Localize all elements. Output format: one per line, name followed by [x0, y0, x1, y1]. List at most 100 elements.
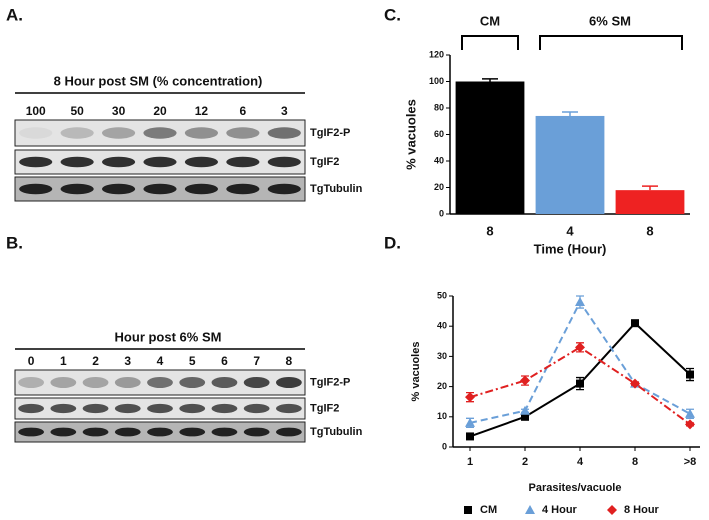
band [114, 427, 141, 437]
band [60, 183, 94, 195]
band [143, 127, 177, 139]
y-tick-label: 120 [429, 49, 444, 59]
row-label: TgIF2-P [310, 376, 350, 388]
band [114, 403, 141, 414]
row-label: TgTubulin [310, 183, 363, 195]
band [19, 156, 53, 168]
band [179, 403, 206, 414]
band [211, 427, 238, 437]
band [276, 377, 302, 388]
annotation: 6% SM [589, 13, 631, 28]
y-tick-label: 10 [437, 411, 447, 421]
lane-label: 7 [253, 354, 260, 368]
band [143, 183, 177, 195]
marker [520, 375, 530, 386]
marker [465, 392, 475, 403]
band [243, 427, 270, 437]
marker [576, 379, 584, 388]
band [179, 377, 206, 388]
x-tick-label: 8 [632, 456, 638, 468]
band [147, 427, 173, 437]
y-tick-label: 60 [434, 129, 444, 139]
band [179, 427, 206, 437]
bar [535, 115, 605, 214]
lane-label: 20 [153, 104, 167, 118]
panel-label: D. [384, 233, 401, 252]
lane-label: 2 [92, 354, 99, 368]
y-tick-label: 0 [442, 441, 447, 451]
y-tick-label: 20 [434, 182, 444, 192]
row-label: TgIF2 [310, 156, 339, 168]
marker [607, 505, 617, 515]
y-tick-label: 30 [437, 351, 447, 361]
band [102, 183, 136, 195]
marker [630, 378, 640, 389]
band [226, 156, 260, 168]
legend-label: CM [480, 504, 497, 516]
band [243, 377, 270, 388]
marker [686, 370, 694, 379]
band [267, 183, 301, 195]
band [82, 427, 109, 437]
blot-title: Hour post 6% SM [115, 329, 222, 344]
band [18, 377, 44, 388]
band [211, 377, 238, 388]
lane-label: 100 [26, 104, 46, 118]
lane-label: 8 [286, 354, 293, 368]
blot-title: 8 Hour post SM (% concentration) [54, 73, 263, 88]
lane-label: 3 [281, 104, 288, 118]
row-label: TgIF2-P [310, 127, 350, 139]
marker [575, 342, 585, 353]
band [102, 127, 136, 139]
band [143, 156, 177, 168]
y-tick-label: 40 [434, 155, 444, 165]
band [102, 156, 136, 168]
band [226, 183, 260, 195]
y-tick-label: 100 [429, 76, 444, 86]
band [184, 156, 218, 168]
bracket [461, 35, 519, 50]
x-tick-label: 4 [577, 456, 584, 468]
marker [575, 297, 585, 307]
band [50, 427, 77, 437]
band [50, 377, 77, 388]
lane-label: 4 [157, 354, 164, 368]
marker [525, 505, 535, 514]
error-bar [562, 111, 578, 116]
marker [631, 319, 639, 328]
marker [466, 432, 474, 441]
y-axis-label: % vacuoles [410, 342, 422, 402]
lane-label: 50 [70, 104, 84, 118]
series-line [469, 300, 691, 424]
row-label: TgIF2 [310, 402, 339, 414]
bracket [539, 35, 683, 50]
error-bar [642, 185, 658, 191]
x-tick-label: >8 [684, 456, 697, 468]
lane-label: 12 [195, 104, 209, 118]
band [147, 403, 173, 414]
panel-label: C. [384, 5, 401, 24]
series-line [469, 346, 691, 426]
band [114, 377, 141, 388]
band [243, 403, 270, 414]
panel-label: A. [6, 5, 23, 24]
legend-label: 8 Hour [624, 504, 660, 516]
band [267, 127, 301, 139]
band [82, 403, 109, 414]
panel-label: B. [6, 233, 23, 252]
marker [520, 405, 530, 415]
x-tick-label: 1 [467, 456, 473, 468]
band [147, 377, 173, 388]
lane-label: 5 [189, 354, 196, 368]
marker [464, 506, 472, 514]
lane-label: 1 [60, 354, 67, 368]
band [60, 127, 94, 139]
legend-label: 4 Hour [542, 504, 578, 516]
lane-label: 3 [124, 354, 131, 368]
y-tick-label: 0 [439, 208, 444, 218]
band [50, 403, 77, 414]
marker [465, 417, 475, 427]
annotation: CM [480, 13, 500, 28]
band [18, 427, 44, 437]
